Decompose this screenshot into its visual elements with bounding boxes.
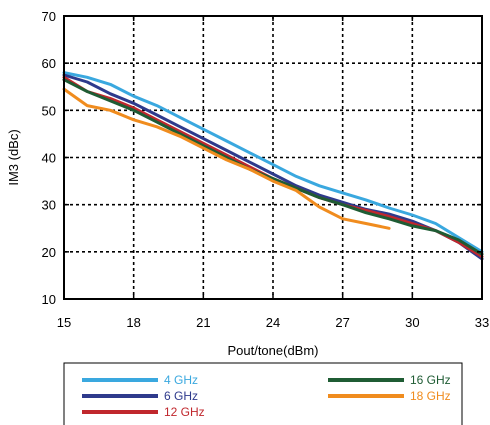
series-line-18-ghz [62,87,391,230]
y-tick-label: 30 [42,198,56,213]
y-tick-label: 40 [42,151,56,166]
x-tick-label: 27 [335,315,349,330]
y-tick-label: 70 [42,9,56,24]
x-tick-label: 21 [196,315,210,330]
series-layer [62,71,484,261]
y-tick-label: 10 [42,292,56,307]
series-line-6-ghz [62,73,484,261]
legend-entry: 18 GHz [410,389,451,403]
y-tick-label: 50 [42,103,56,118]
y-axis-label: IM3 (dBc) [6,129,21,185]
x-tick-label: 33 [475,315,489,330]
x-axis-label: Pout/tone(dBm) [227,343,318,358]
y-tick-label: 20 [42,245,56,260]
x-tick-label: 18 [126,315,140,330]
series-line-16-ghz [62,78,484,256]
grid-lines [64,16,482,299]
series-line-4-ghz [62,71,484,254]
legend-entry: 6 GHz [164,389,198,403]
x-tick-label: 30 [405,315,419,330]
y-tick-label: 60 [42,56,56,71]
axis-ticks: 15 18 21 24 27 30 33 10 20 30 40 50 60 70 [42,9,490,330]
legend-entry: 16 GHz [410,373,451,387]
x-tick-label: 15 [57,315,71,330]
legend-entry: 12 GHz [164,405,205,419]
x-tick-label: 24 [266,315,280,330]
legend-entry: 4 GHz [164,373,198,387]
legend: 4 GHz 6 GHz 12 GHz 16 GHz 18 GHz [82,373,451,419]
